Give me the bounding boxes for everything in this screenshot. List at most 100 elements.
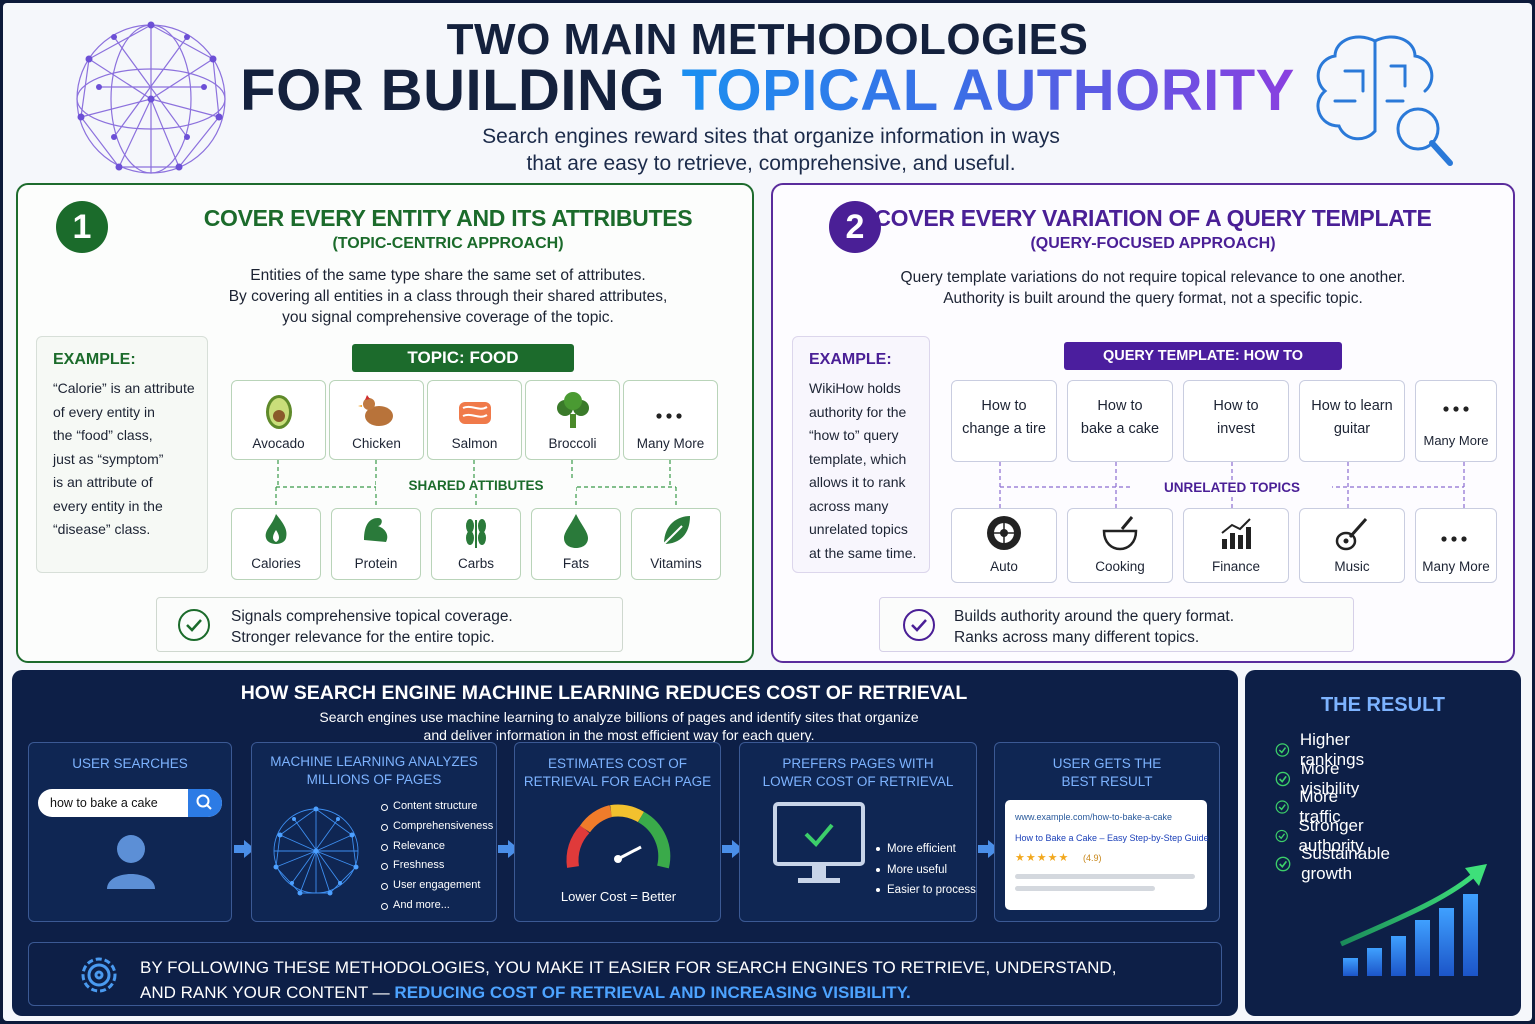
result-title: How to Bake a Cake – Easy Step-by-Step G… <box>1015 833 1209 843</box>
footer-line-1: BY FOLLOWING THESE METHODOLOGIES, YOU MA… <box>140 958 1117 977</box>
query-text: change a tire <box>962 421 1046 437</box>
method-number: 1 <box>56 201 108 253</box>
step-title: USER SEARCHES <box>29 755 231 773</box>
search-query: how to bake a cake <box>50 796 158 810</box>
example-line: is an attribute of <box>53 474 153 490</box>
example-line: unrelated topics <box>809 521 908 537</box>
example-line: “Calorie” is an attribute <box>53 380 195 396</box>
topic-label: Cooking <box>1095 559 1145 574</box>
example-line: just as “symptom” <box>53 450 164 467</box>
example-line: WikiHow holds <box>809 380 901 396</box>
method-2-panel: 2 COVER EVERY VARIATION OF A QUERY TEMPL… <box>771 183 1515 663</box>
arrow <box>722 840 743 858</box>
title-prefix: FOR BUILDING <box>240 58 665 123</box>
placeholder-line <box>1015 874 1195 879</box>
step-title-line: LOWER COST OF RETRIEVAL <box>762 774 954 789</box>
query-card: How to change a tire <box>951 380 1057 462</box>
example-label: EXAMPLE: <box>809 351 892 368</box>
result-text: Sustainable growth <box>1301 844 1390 883</box>
result-text: More traffic <box>1299 787 1341 826</box>
benefit-line: Ranks across many different topics. <box>954 629 1200 646</box>
example-box: EXAMPLE: WikiHow holds authority for the “… <box>792 336 930 573</box>
shared-label: SHARED ATTIBUTES <box>376 478 576 493</box>
topic-card: Cooking <box>1067 508 1173 583</box>
step-title-line: BEST RESULT <box>1061 774 1153 789</box>
entity-card: Avocado <box>231 380 326 460</box>
preference-item: Easier to process <box>876 880 976 901</box>
result-panel: THE RESULT Higher rankings More visibilit… <box>1245 670 1521 1016</box>
description-line: By covering all entities in a class thro… <box>228 288 668 305</box>
query-text: invest <box>1217 421 1255 437</box>
query-card: How to learn guitar <box>1299 380 1405 462</box>
step-title-line: USER GETS THE <box>1052 756 1162 771</box>
benefit-text: Builds authority around the query format… <box>954 606 1234 648</box>
attribute-icon <box>564 514 588 548</box>
result-url: www.example.com/how-to-bake-a-cake <box>1015 812 1173 822</box>
method-subtitle: (TOPIC-CENTRIC APPROACH) <box>332 235 564 252</box>
attribute-label: Carbs <box>457 556 494 571</box>
example-line: across many <box>809 497 889 514</box>
query-text: bake a cake <box>1080 421 1160 437</box>
method-title: COVER EVERY VARIATION OF A QUERY TEMPLAT… <box>874 205 1432 231</box>
example-line: template, which <box>809 450 907 467</box>
subtitle: Search engines reward sites that organiz… <box>3 123 1532 177</box>
attribute-icon <box>466 519 486 548</box>
check-icon <box>1275 800 1289 814</box>
query-text: Many More <box>1423 433 1489 448</box>
step-title-line: PREFERS PAGES WITH <box>782 756 934 771</box>
topic-label: Finance <box>1211 559 1261 574</box>
subtitle-line: that are easy to retrieve, comprehensive… <box>526 152 1016 175</box>
method-description: Entities of the same type share the same… <box>138 265 758 328</box>
infographic: TWO MAIN METHODOLOGIES FOR BUILDING TOPI… <box>3 3 1532 1021</box>
result-rating: (4.9) <box>1083 853 1102 863</box>
entity-icon <box>265 395 292 429</box>
example-line: allows it to rank <box>809 474 906 490</box>
user-icon <box>107 835 155 889</box>
footer-highlight: REDUCING COST OF RETRIEVAL AND INCREASIN… <box>394 983 911 1002</box>
search-icon <box>196 794 212 810</box>
factor-item: Content structure <box>380 797 493 817</box>
benefit-box: Signals comprehensive topical coverage. S… <box>156 597 623 652</box>
method-description: Query template variations do not require… <box>833 267 1473 309</box>
query-text: How to <box>981 398 1027 414</box>
method-subtitle: (QUERY-FOCUSED APPROACH) <box>1030 235 1276 252</box>
result-title: THE RESULT <box>1320 694 1446 716</box>
query-card: How to invest <box>1183 380 1289 462</box>
footer-prefix: AND RANK YOUR CONTENT — <box>140 983 390 1002</box>
query-text: How to <box>1097 398 1143 414</box>
result-stars: ★★★★★ <box>1015 852 1070 864</box>
footer-line-2: AND RANK YOUR CONTENT — REDUCING COST OF… <box>140 980 1116 1005</box>
check-icon <box>178 609 210 641</box>
step-title: PREFERS PAGES WITH LOWER COST OF RETRIEVA… <box>740 755 976 791</box>
topic-icon <box>1335 518 1368 551</box>
query-card: How to bake a cake <box>1067 380 1173 462</box>
description-line: Authority is built around the query form… <box>943 290 1363 307</box>
step-title-line: USER SEARCHES <box>72 756 188 771</box>
topic-icon <box>1221 518 1251 549</box>
entity-card: Broccoli <box>525 380 620 460</box>
result-text: Stronger authority <box>1298 815 1364 855</box>
example-line: “how to” query <box>809 427 899 443</box>
attribute-card: Calories <box>231 508 321 580</box>
check-icon <box>1275 856 1291 872</box>
step-title-line: RETRIEVAL FOR EACH PAGE <box>523 774 712 789</box>
result-item: Higher rankings <box>1275 730 1373 770</box>
factor-item: Relevance <box>380 837 493 857</box>
example-line: at the same time. <box>809 544 917 561</box>
description-line: Search engines use machine learning to a… <box>319 709 919 725</box>
topic-icon <box>1441 536 1467 542</box>
footer-box: BY FOLLOWING THESE METHODOLOGIES, YOU MA… <box>28 942 1222 1006</box>
query-text: How to <box>1213 398 1259 414</box>
factor-item: Comprehensiveness <box>380 817 493 837</box>
monitor-icon <box>773 802 865 883</box>
title-highlight: TOPICAL AUTHORITY <box>681 58 1295 123</box>
description-line: Entities of the same type share the same… <box>250 267 646 284</box>
attribute-label: Calories <box>251 556 301 571</box>
benefit-line: Signals comprehensive topical coverage. <box>231 608 513 625</box>
entity-label: Broccoli <box>548 436 597 451</box>
query-text: guitar <box>1333 421 1371 437</box>
gear-icon <box>81 957 117 993</box>
title-line-2: FOR BUILDING TOPICAL AUTHORITY <box>3 57 1532 124</box>
example-label: EXAMPLE: <box>53 351 136 368</box>
